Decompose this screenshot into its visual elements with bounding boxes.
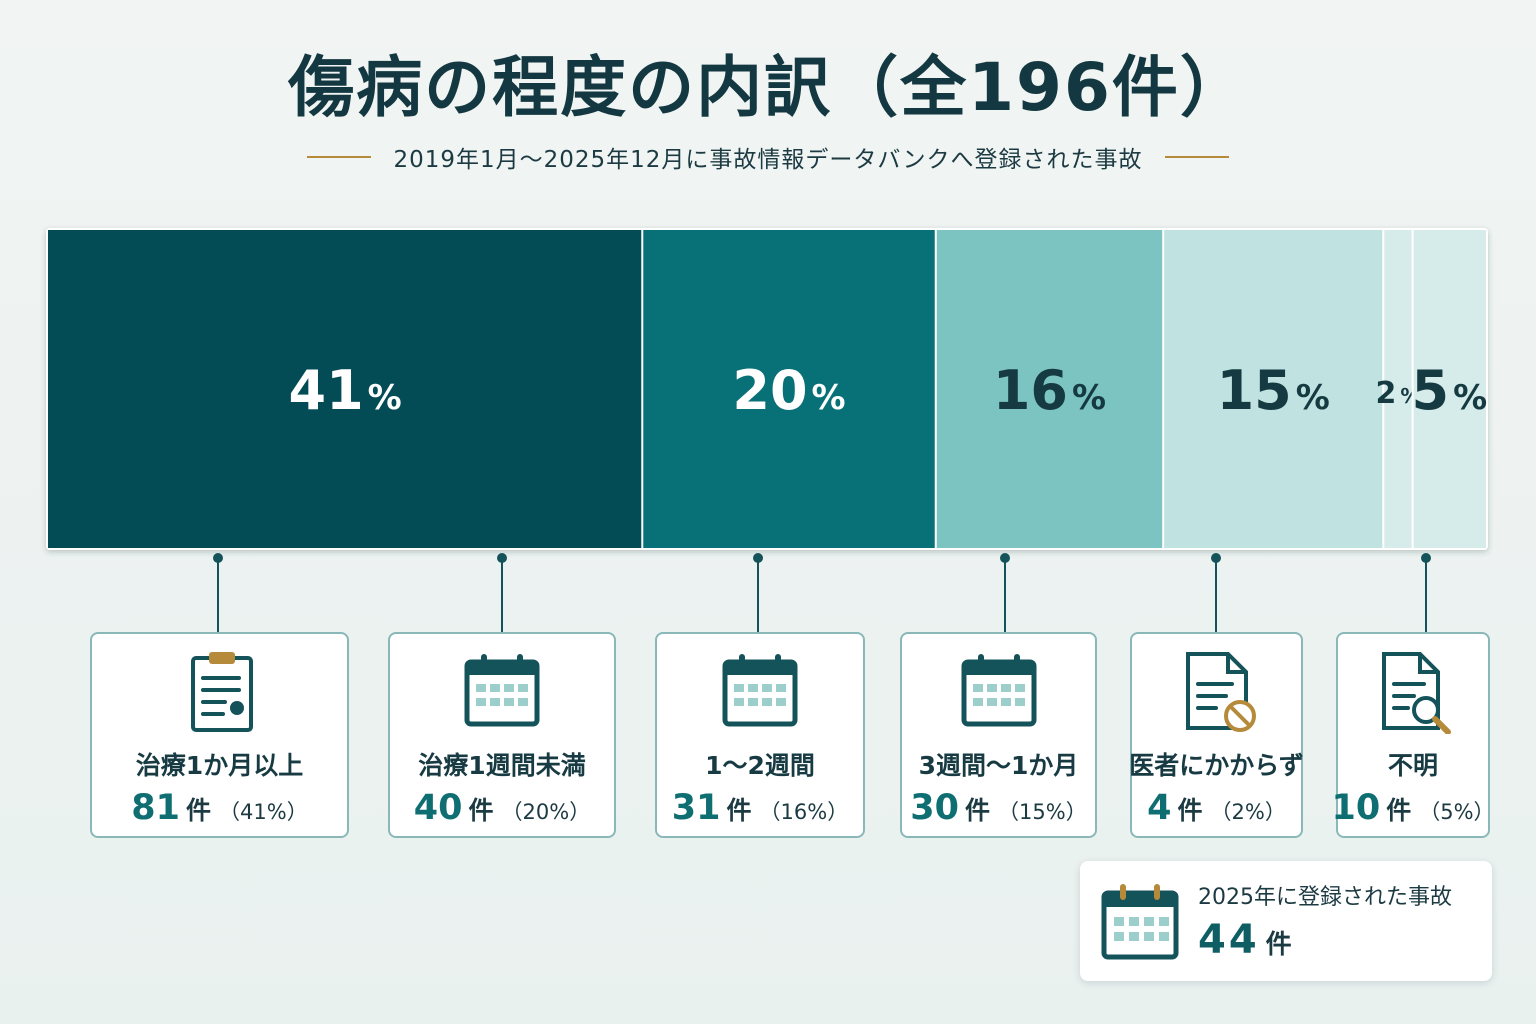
category-card: 治療1か月以上 81 件 （41%） — [90, 632, 349, 838]
bar-segment-1 — [48, 230, 643, 548]
category-card: 不明 10 件 （5%） — [1331, 632, 1495, 838]
subtitle-rule-left — [307, 156, 372, 158]
bar-segment-3 — [935, 230, 1164, 548]
bar-segment-2 — [642, 230, 936, 548]
category-label: 治療1週間未満 — [418, 751, 586, 780]
connectors — [213, 553, 1431, 632]
count-unit: 件 — [965, 796, 991, 825]
count-unit: 件 — [186, 796, 212, 825]
category-card: 1～2週間 31 件 （16%） — [655, 632, 865, 838]
count-unit: 件 — [1177, 796, 1203, 825]
calendar-icon — [1098, 879, 1182, 963]
segment-percent-label: 16% — [993, 359, 1106, 422]
note-count: 44 — [1198, 917, 1260, 963]
bar-segment-5 — [1383, 230, 1413, 548]
category-percent: （41%） — [219, 800, 308, 824]
subtitle-row: 2019年1月～2025年12月に事故情報データバンクへ登録された事故 — [0, 140, 1536, 174]
bar-segment-6 — [1412, 230, 1486, 548]
subtitle: 2019年1月～2025年12月に事故情報データバンクへ登録された事故 — [393, 147, 1143, 173]
note-label: 2025年に登録された事故 — [1198, 885, 1452, 910]
category-label: 3週間～1か月 — [918, 751, 1079, 780]
calendar-icon — [715, 650, 805, 734]
category-percent: （20%） — [501, 800, 591, 824]
category-label: 治療1か月以上 — [135, 751, 304, 780]
segment-percent-label: 5% — [1411, 359, 1487, 422]
category-count: 81 — [131, 788, 180, 828]
note-box: 2025年に登録された事故 44 件 — [1080, 861, 1492, 981]
count-unit: 件 — [726, 796, 752, 825]
category-count: 40 — [413, 788, 463, 828]
category-percent: （15%） — [998, 800, 1087, 824]
bar-segment-4 — [1163, 230, 1384, 548]
category-label: 医者にかからず — [1129, 751, 1304, 780]
segment-percent-label: 20% — [732, 359, 845, 422]
clipboard-icon — [175, 650, 265, 734]
category-label: 1～2週間 — [705, 751, 815, 780]
page-title: 傷病の程度の内訳（全196件） — [288, 49, 1248, 126]
segment-percent-label: 15% — [1217, 359, 1330, 422]
category-card: 治療1週間未満 40 件 （20%） — [388, 632, 616, 838]
calendar-icon — [457, 650, 547, 734]
category-percent: （16%） — [759, 800, 849, 824]
category-percent: （5%） — [1419, 800, 1495, 824]
category-percent: （2%） — [1210, 800, 1286, 824]
category-count: 10 — [1331, 788, 1381, 828]
note-unit: 件 — [1265, 930, 1292, 960]
category-count: 30 — [910, 788, 959, 828]
category-card: 3週間～1か月 30 件 （15%） — [900, 632, 1097, 838]
document-search-icon — [1368, 650, 1458, 734]
category-label: 不明 — [1387, 751, 1438, 780]
document-prohibited-icon — [1172, 650, 1262, 734]
count-unit: 件 — [468, 796, 494, 825]
segment-percent-label: 41% — [289, 359, 402, 422]
category-count: 31 — [671, 788, 721, 828]
category-card: 医者にかからず 4 件 （2%） — [1129, 632, 1304, 838]
count-unit: 件 — [1386, 796, 1412, 825]
calendar-icon — [954, 650, 1044, 734]
category-count: 4 — [1147, 788, 1172, 828]
subtitle-rule-right — [1164, 156, 1229, 158]
bar-segments: 41% 20% 16% 15% 2 %5% — [48, 230, 1487, 548]
